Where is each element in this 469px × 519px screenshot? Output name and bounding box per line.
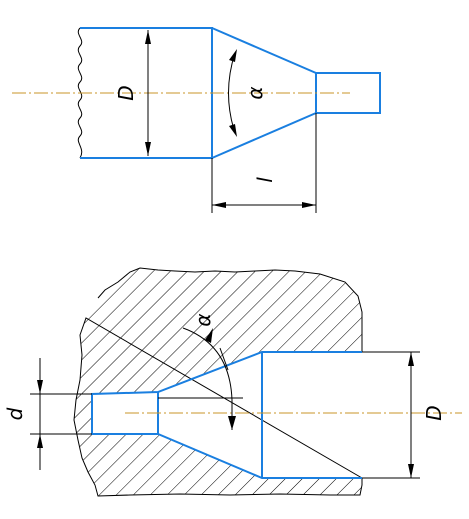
diameter-label: D xyxy=(114,85,138,100)
small-diameter-dimension: d xyxy=(3,358,92,470)
section-hatching xyxy=(74,268,362,496)
shaft-view: D α l xyxy=(12,27,381,213)
large-diameter-dimension: D xyxy=(362,351,446,479)
break-line xyxy=(77,27,83,159)
small-cylinder-contour xyxy=(316,72,381,114)
section-outline xyxy=(73,267,363,497)
large-diameter-label: D xyxy=(422,405,446,420)
bore-angle-label: α xyxy=(191,313,215,326)
bore-angle-dimension: α xyxy=(158,313,243,430)
diameter-dimension: D xyxy=(114,30,151,156)
angle-dimension: α xyxy=(228,49,267,137)
angle-label: α xyxy=(243,86,267,99)
length-dimension: l xyxy=(211,113,317,213)
length-label: l xyxy=(253,177,277,183)
small-diameter-label: d xyxy=(3,407,27,420)
bore-view: α d D xyxy=(3,267,462,497)
bore-contour xyxy=(91,351,362,479)
